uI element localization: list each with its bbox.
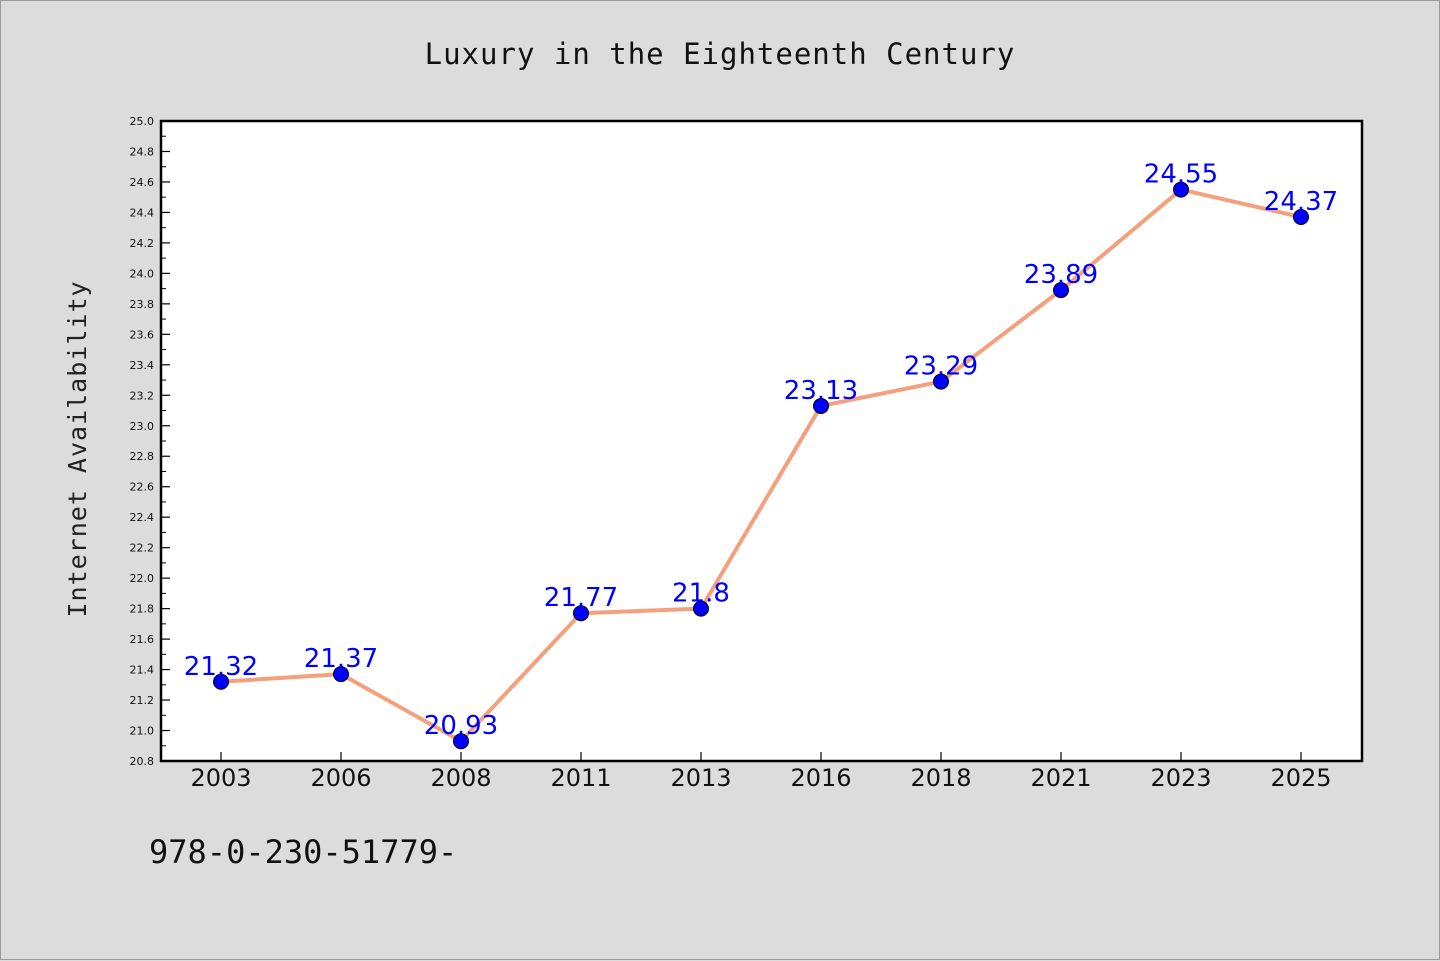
data-point [1293, 209, 1309, 225]
y-tick-label: 25.0 [130, 115, 155, 128]
y-tick-label: 23.2 [130, 389, 155, 402]
x-tick-label: 2021 [1030, 764, 1091, 792]
footer-code: 978-0-230-51779- [149, 833, 458, 871]
y-tick-label: 24.2 [130, 237, 155, 250]
data-point [1173, 181, 1189, 198]
y-tick-label: 22.6 [130, 481, 155, 494]
data-point [573, 605, 589, 622]
x-tick-label: 2003 [190, 764, 251, 792]
data-label: 24.55 [1144, 160, 1218, 190]
y-axis-ticks: 20.8 21.0 21.2 21.4 21.6 21.8 22.0 22.2 22.4 22.6… [130, 115, 170, 768]
y-tick-label: 21.2 [130, 694, 155, 707]
x-tick-label: 2018 [910, 764, 971, 792]
y-tick-label: 21.4 [130, 664, 155, 677]
y-tick-label: 23.4 [130, 359, 155, 372]
y-tick-label: 22.2 [130, 542, 155, 555]
y-tick-label: 24.6 [130, 176, 155, 189]
data-point [213, 673, 229, 690]
y-tick-label: 23.8 [130, 298, 155, 311]
x-axis-ticks: 2003 2006 2008 2011 2013 2016 2018 2021 2023 2025 [190, 752, 1332, 792]
data-label: 24.37 [1264, 187, 1338, 217]
x-tick-label: 2016 [790, 764, 851, 792]
data-label: 21.77 [544, 583, 618, 613]
y-tick-label: 23.6 [130, 328, 155, 341]
y-tick-label: 21.0 [130, 725, 155, 738]
data-label: 21.32 [184, 652, 258, 682]
x-tick-label: 2006 [310, 764, 371, 792]
y-tick-label: 22.4 [130, 511, 155, 524]
chart-title: Luxury in the Eighteenth Century [425, 37, 1016, 71]
y-tick-label: 22.0 [130, 572, 155, 585]
data-point [693, 600, 709, 617]
x-tick-label: 2011 [550, 764, 611, 792]
y-tick-label: 24.8 [130, 145, 155, 158]
x-tick-label: 2023 [1150, 764, 1211, 792]
data-label: 21.37 [304, 644, 378, 674]
y-tick-label: 23.0 [130, 420, 155, 433]
data-point [453, 733, 469, 750]
x-tick-label: 2008 [430, 764, 491, 792]
plot-area [159, 119, 1364, 763]
data-point [333, 666, 349, 683]
data-label: 20.93 [424, 711, 498, 741]
data-label: 23.89 [1024, 260, 1098, 290]
data-label: 23.13 [784, 376, 858, 406]
series-group: 21.32 21.37 20.93 21.77 21.8 23.13 23.29 23.89 2… [184, 160, 1338, 750]
data-label: 21.8 [672, 579, 730, 609]
data-point [1053, 282, 1069, 299]
data-label: 23.29 [904, 352, 978, 382]
y-tick-label: 24.0 [130, 267, 155, 280]
y-tick-label: 24.4 [130, 206, 155, 219]
series-line [220, 187, 1302, 744]
y-tick-label: 22.8 [130, 450, 155, 463]
data-point [813, 397, 829, 414]
y-tick-label: 20.8 [130, 755, 155, 768]
x-tick-label: 2025 [1270, 764, 1331, 792]
x-tick-label: 2013 [670, 764, 731, 792]
y-axis-label: Internet Availability [63, 280, 92, 617]
data-point [933, 373, 949, 390]
y-tick-label: 21.8 [130, 603, 155, 616]
y-tick-label: 21.6 [130, 633, 155, 646]
